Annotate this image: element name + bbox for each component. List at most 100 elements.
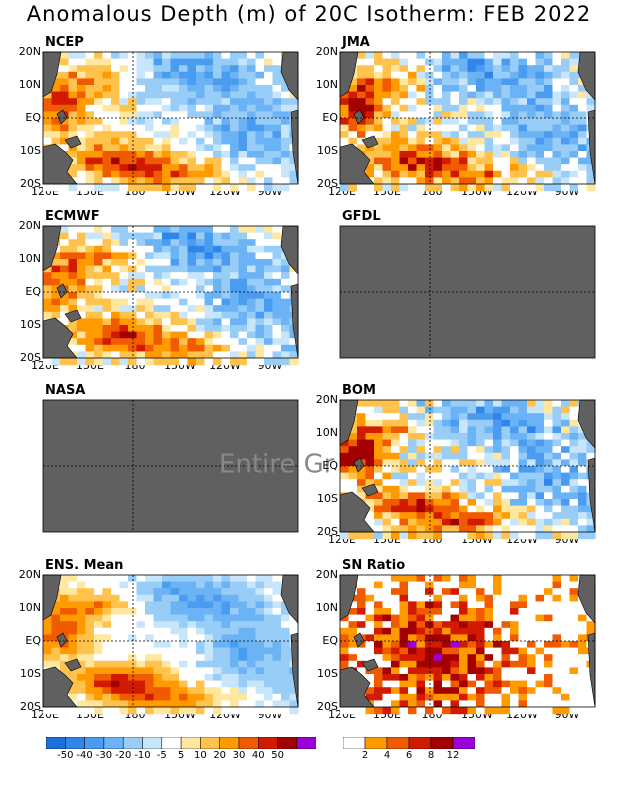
- heatmap-cell: [493, 446, 503, 454]
- heatmap-cell: [467, 707, 477, 715]
- heatmap-cell: [578, 184, 588, 192]
- heatmap-cell: [569, 459, 579, 467]
- heatmap-cell: [425, 700, 435, 708]
- heatmap-cell: [94, 700, 104, 708]
- heatmap-cell: [527, 98, 537, 106]
- heatmap-cell: [561, 85, 571, 93]
- heatmap-cell: [111, 111, 121, 119]
- heatmap-cell: [510, 85, 520, 93]
- heatmap-cell: [162, 641, 172, 649]
- y-tick-label: 10N: [315, 78, 338, 91]
- heatmap-cell: [247, 245, 257, 253]
- heatmap-cell: [272, 627, 282, 635]
- heatmap-cell: [162, 157, 172, 165]
- heatmap-cell: [569, 601, 579, 609]
- heatmap-cell: [145, 111, 155, 119]
- heatmap-cell: [68, 52, 78, 60]
- heatmap-cell: [170, 232, 180, 240]
- heatmap-cell: [187, 575, 197, 583]
- panel-label: NCEP: [45, 35, 84, 50]
- heatmap-cell: [357, 124, 367, 132]
- heatmap-cell: [77, 157, 87, 165]
- heatmap-cell: [111, 581, 121, 589]
- heatmap-cell: [153, 265, 163, 273]
- heatmap-cell: [357, 184, 367, 192]
- heatmap-cell: [145, 641, 155, 649]
- heatmap-cell: [518, 588, 528, 596]
- heatmap-cell: [442, 654, 452, 662]
- heatmap-cell: [501, 78, 511, 86]
- heatmap-cell: [552, 58, 562, 66]
- heatmap-cell: [170, 137, 180, 145]
- heatmap-cell: [433, 400, 443, 408]
- heatmap-cell: [374, 608, 384, 616]
- heatmap-cell: [467, 512, 477, 520]
- heatmap-cell: [281, 111, 291, 119]
- heatmap-cell: [238, 594, 248, 602]
- heatmap-cell: [510, 525, 520, 533]
- heatmap-cell: [145, 118, 155, 126]
- heatmap-cell: [569, 667, 579, 675]
- heatmap-cell: [399, 525, 409, 533]
- heatmap-cell: [230, 601, 240, 609]
- heatmap-cell: [272, 164, 282, 172]
- heatmap-cell: [153, 305, 163, 313]
- heatmap-cell: [204, 331, 214, 339]
- heatmap-cell: [459, 693, 469, 701]
- heatmap-cell: [94, 344, 104, 352]
- heatmap-cell: [527, 118, 537, 126]
- heatmap-cell: [374, 439, 384, 447]
- heatmap-cell: [68, 252, 78, 260]
- heatmap-cell: [510, 641, 520, 649]
- heatmap-cell: [136, 118, 146, 126]
- heatmap-cell: [272, 144, 282, 152]
- heatmap-cell: [204, 654, 214, 662]
- heatmap-cell: [433, 85, 443, 93]
- heatmap-cell: [221, 111, 231, 119]
- y-tick-label: 10S: [20, 667, 41, 680]
- heatmap-cell: [501, 575, 511, 583]
- heatmap-cell: [264, 318, 274, 326]
- heatmap-cell: [272, 680, 282, 688]
- heatmap-cell: [145, 311, 155, 319]
- heatmap-cell: [501, 439, 511, 447]
- heatmap-cell: [162, 693, 172, 701]
- heatmap-cell: [535, 581, 545, 589]
- heatmap-cell: [399, 693, 409, 701]
- heatmap-cell: [527, 111, 537, 119]
- heatmap-cell: [518, 532, 528, 540]
- heatmap-cell: [145, 358, 155, 366]
- heatmap-cell: [102, 627, 112, 635]
- y-tick-label: 20S: [20, 177, 41, 190]
- heatmap-cell: [433, 52, 443, 60]
- heatmap-cell: [136, 137, 146, 145]
- heatmap-cell: [145, 331, 155, 339]
- heatmap-cell: [459, 433, 469, 441]
- heatmap-cell: [552, 581, 562, 589]
- heatmap-cell: [510, 65, 520, 73]
- heatmap-cell: [128, 137, 138, 145]
- heatmap-cell: [365, 499, 375, 507]
- heatmap-cell: [213, 259, 223, 267]
- heatmap-cell: [170, 700, 180, 708]
- heatmap-cell: [162, 338, 172, 346]
- heatmap-cell: [255, 285, 265, 293]
- heatmap-cell: [213, 157, 223, 165]
- heatmap-cell: [170, 124, 180, 132]
- heatmap-cell: [544, 641, 554, 649]
- heatmap-cell: [128, 351, 138, 359]
- heatmap-cell: [416, 151, 426, 159]
- heatmap-cell: [484, 680, 494, 688]
- heatmap-cell: [102, 305, 112, 313]
- heatmap-cell: [119, 252, 129, 260]
- heatmap-cell: [578, 164, 588, 172]
- heatmap-cell: [391, 647, 401, 655]
- heatmap-cell: [518, 505, 528, 513]
- heatmap-cell: [238, 184, 248, 192]
- heatmap-cell: [493, 700, 503, 708]
- heatmap-cell: [459, 164, 469, 172]
- heatmap-cell: [136, 71, 146, 79]
- heatmap-cell: [77, 298, 87, 306]
- heatmap-cell: [442, 177, 452, 185]
- heatmap-cell: [94, 104, 104, 112]
